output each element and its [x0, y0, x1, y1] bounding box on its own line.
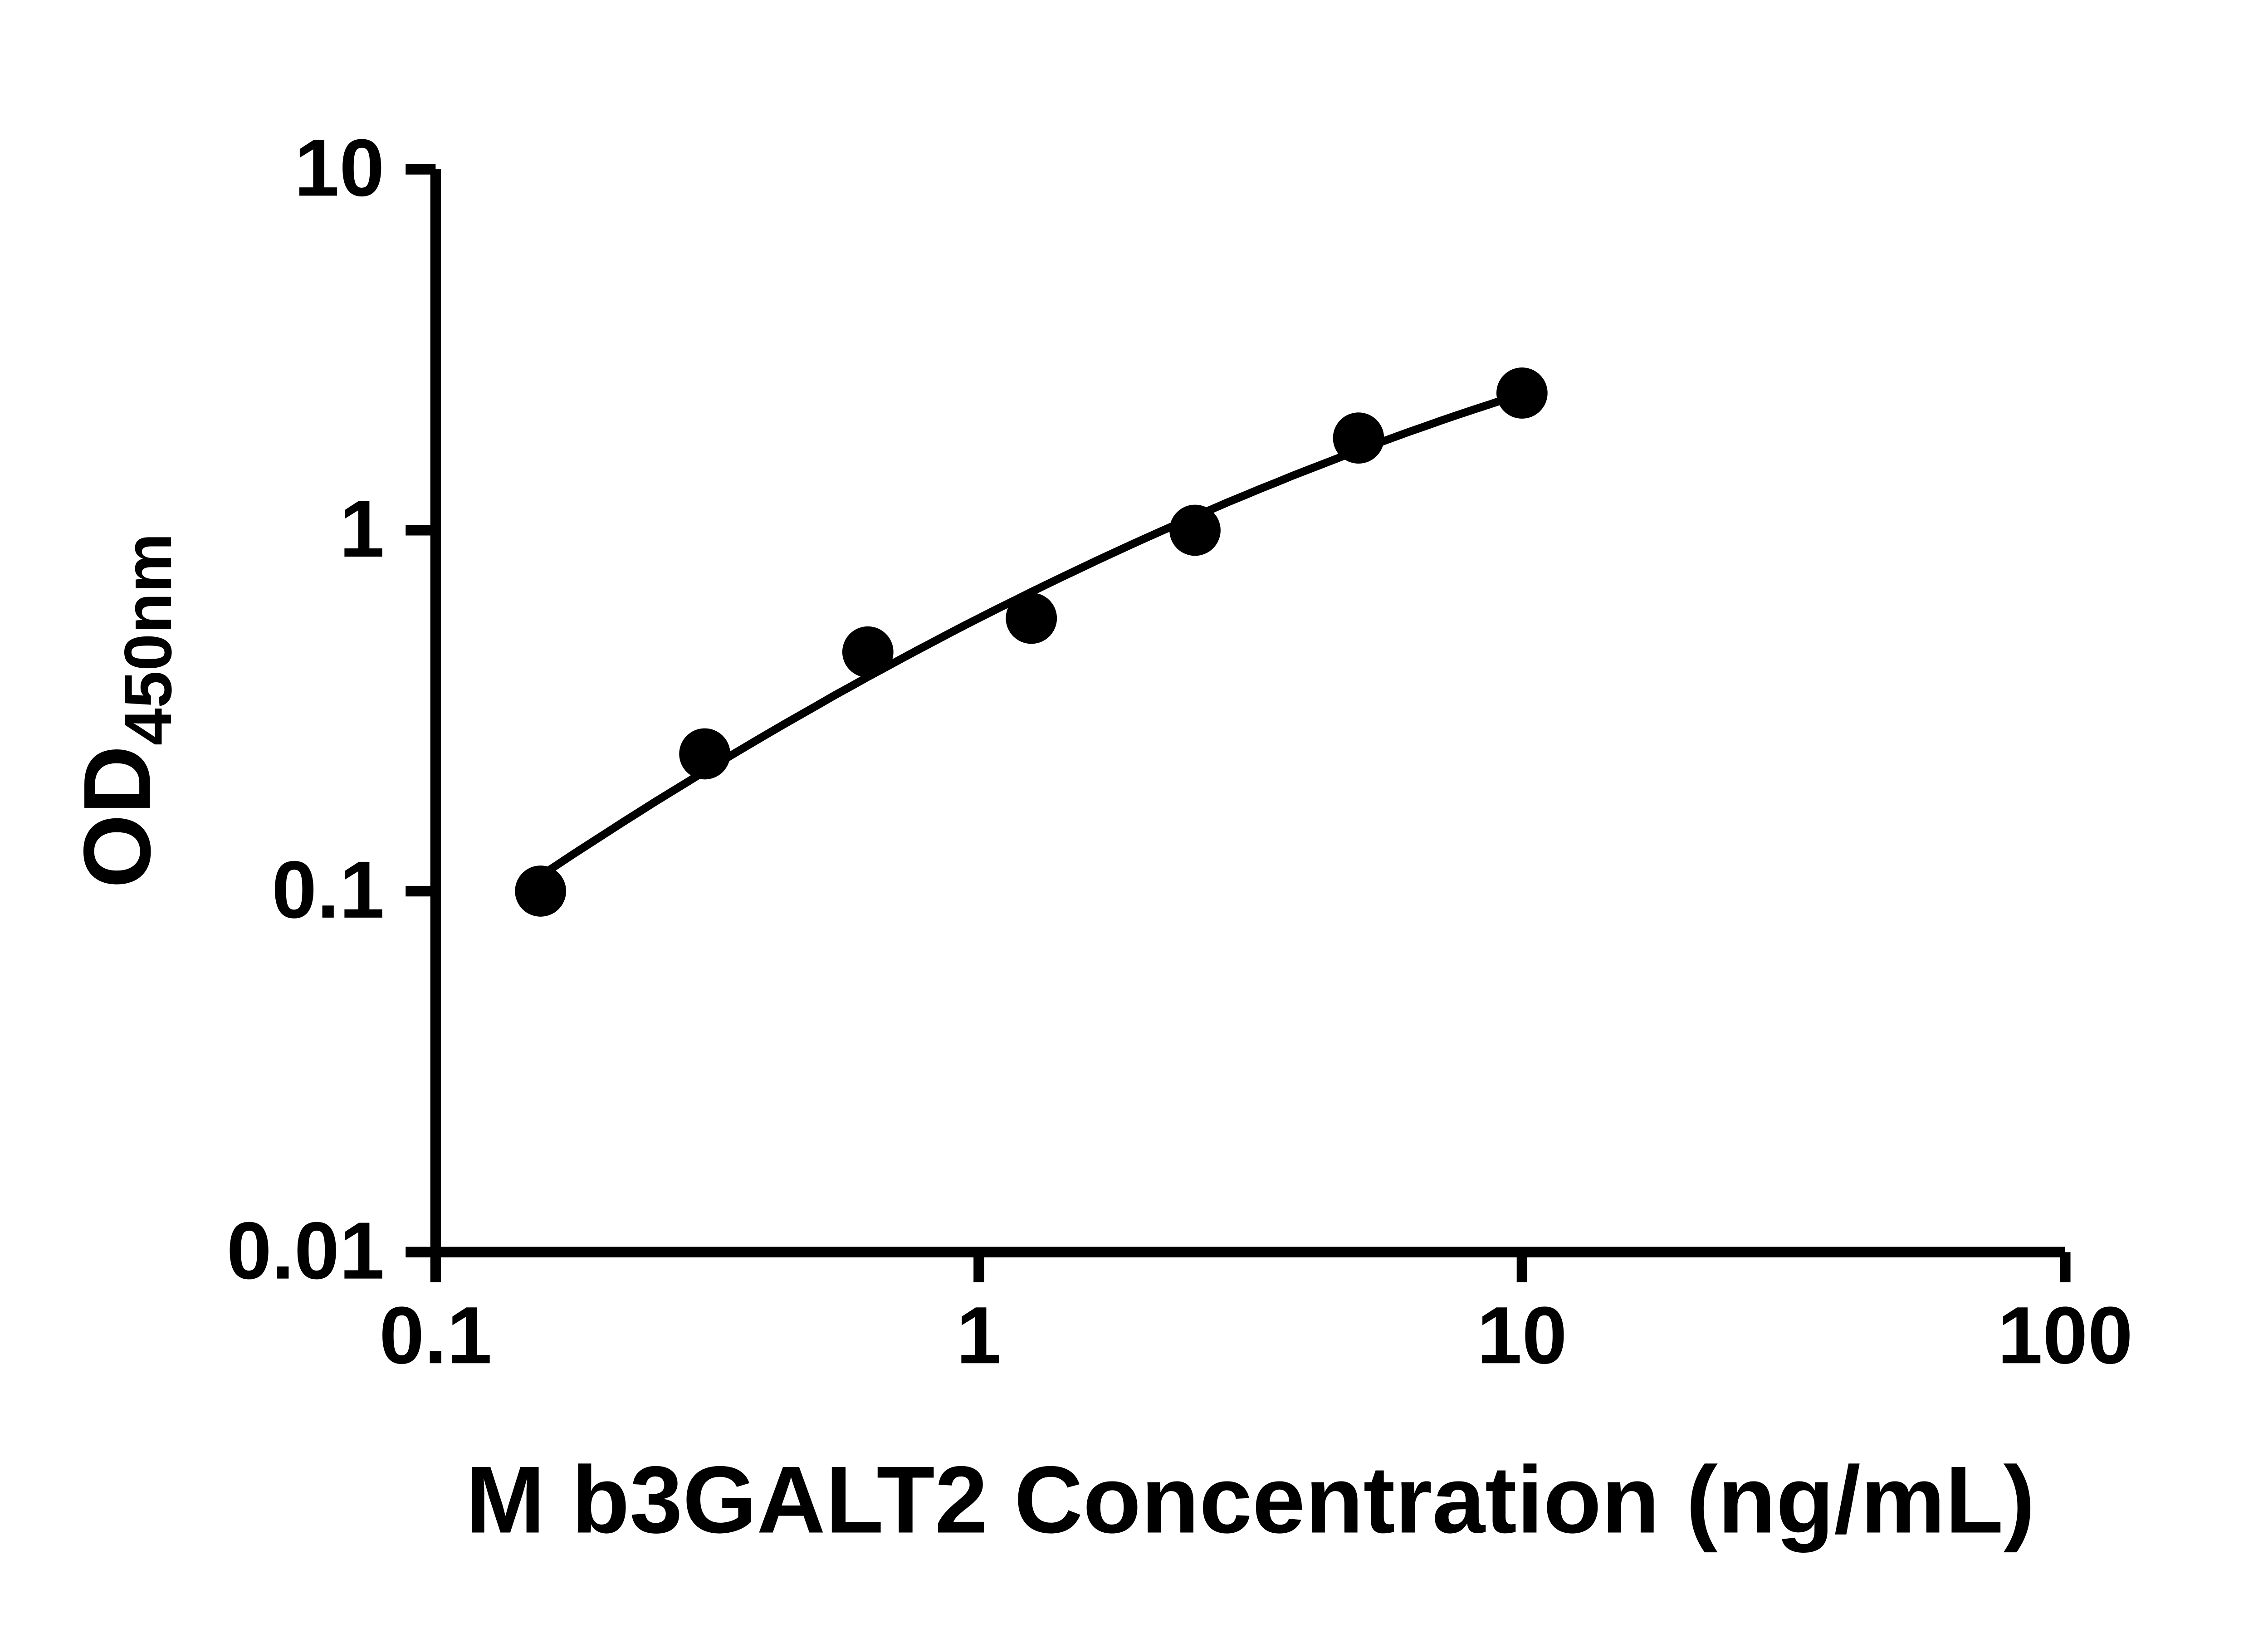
- data-point: [1496, 367, 1548, 419]
- x-axis-title: M b3GALT2 Concentration (ng/mL): [466, 1447, 2035, 1553]
- data-point: [515, 865, 567, 917]
- data-point: [1169, 504, 1221, 556]
- data-point: [842, 626, 894, 678]
- x-tick-label: 0.1: [379, 1290, 492, 1380]
- y-axis-title: OD450nm: [64, 533, 186, 888]
- data-point: [1333, 412, 1384, 464]
- y-tick-label: 0.01: [227, 1205, 385, 1296]
- y-axis-title-main: OD: [64, 745, 170, 888]
- y-tick-label: 10: [294, 122, 385, 213]
- x-tick-label: 10: [1477, 1290, 1567, 1380]
- x-tick-label: 100: [1998, 1290, 2133, 1380]
- y-axis-title-sub: 450nm: [111, 533, 186, 745]
- y-tick-label: 1: [339, 483, 384, 574]
- x-tick-label: 1: [956, 1290, 1001, 1380]
- axes-lines: [430, 169, 2065, 1258]
- data-point: [679, 728, 731, 780]
- data-point: [1006, 592, 1057, 644]
- y-tick-label: 0.1: [272, 844, 385, 935]
